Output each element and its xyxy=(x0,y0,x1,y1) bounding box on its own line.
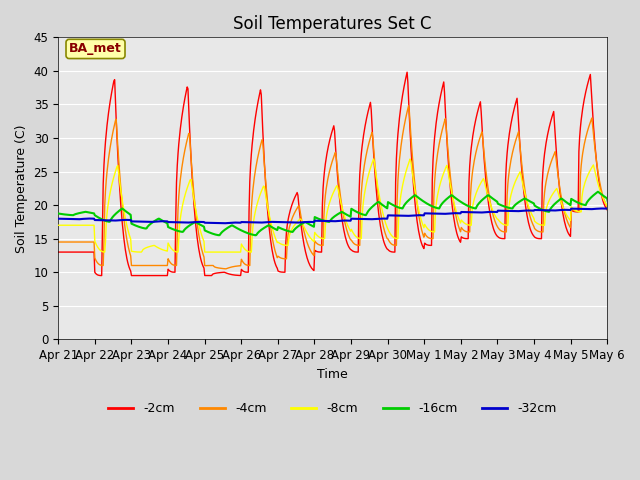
Text: BA_met: BA_met xyxy=(69,42,122,55)
Y-axis label: Soil Temperature (C): Soil Temperature (C) xyxy=(15,124,28,252)
X-axis label: Time: Time xyxy=(317,368,348,381)
Title: Soil Temperatures Set C: Soil Temperatures Set C xyxy=(234,15,432,33)
Legend: -2cm, -4cm, -8cm, -16cm, -32cm: -2cm, -4cm, -8cm, -16cm, -32cm xyxy=(104,397,562,420)
